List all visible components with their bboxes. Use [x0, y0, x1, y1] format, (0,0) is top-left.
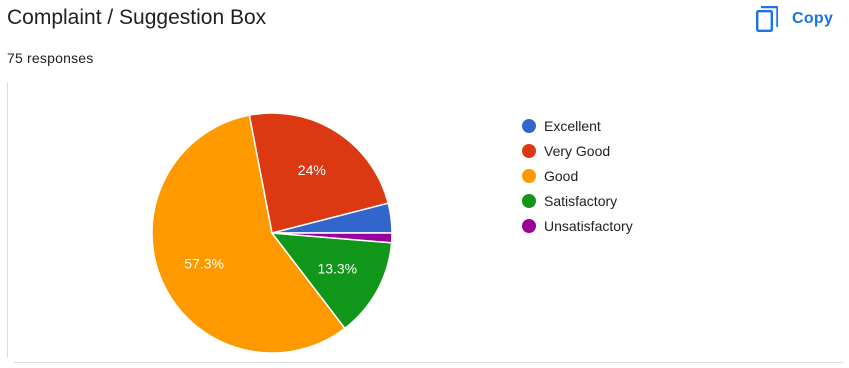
- legend-label: Good: [544, 167, 579, 184]
- copy-icon: [756, 5, 779, 33]
- legend-item-unsatisfactory[interactable]: Unsatisfactory: [522, 213, 722, 238]
- copy-chart-button[interactable]: Copy: [752, 4, 837, 34]
- pie-slice-satisfactory[interactable]: [270, 232, 393, 330]
- legend-item-satisfactory[interactable]: Satisfactory: [522, 188, 722, 213]
- slice-data-label: 24%: [298, 162, 326, 178]
- legend-swatch: [522, 168, 536, 183]
- legend-item-excellent[interactable]: Excellent: [522, 113, 722, 138]
- question-title: Complaint / Suggestion Box: [7, 6, 267, 29]
- slice-data-label: 57.3%: [184, 255, 224, 271]
- legend-swatch: [522, 218, 536, 233]
- legend-swatch: [522, 118, 536, 133]
- left-divider: [7, 82, 8, 358]
- pie-slice-unsatisfactory[interactable]: [271, 232, 393, 244]
- legend-label: Satisfactory: [544, 192, 618, 209]
- legend-item-very-good[interactable]: Very Good: [522, 138, 722, 163]
- bottom-divider: [14, 362, 843, 363]
- legend-label: Excellent: [544, 117, 601, 134]
- legend-swatch: [522, 143, 536, 158]
- legend-item-good[interactable]: Good: [522, 163, 722, 188]
- copy-label: Copy: [792, 10, 834, 27]
- legend-label: Unsatisfactory: [544, 217, 633, 234]
- response-count: 75 responses: [7, 50, 94, 66]
- legend-label: Very Good: [544, 142, 611, 159]
- legend-swatch: [522, 193, 536, 208]
- pie-slice-good[interactable]: [151, 114, 346, 354]
- chart-legend: Excellent Very Good Good Satisfactory Unsati…: [522, 113, 722, 238]
- pie-slice-very-good[interactable]: [248, 112, 390, 234]
- slice-data-label: 13.3%: [317, 261, 357, 277]
